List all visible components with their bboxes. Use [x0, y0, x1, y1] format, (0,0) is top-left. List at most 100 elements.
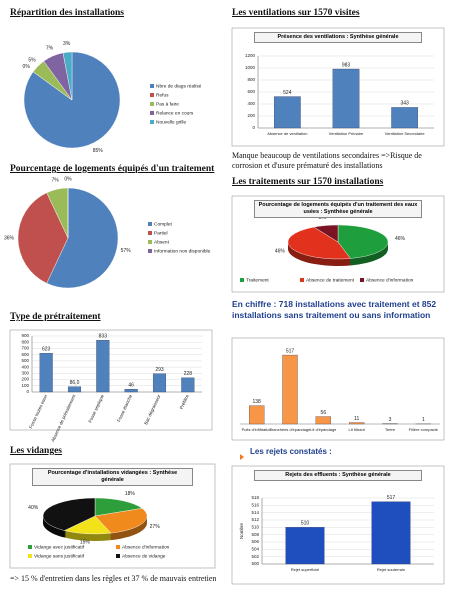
value-label: 40%	[28, 505, 39, 511]
value-label: 0%	[64, 176, 72, 182]
x-tick-label: Lit d'épandage	[310, 427, 337, 432]
y-tick-label: 900	[21, 333, 29, 338]
bar	[181, 377, 195, 393]
y-tick-label: 200	[21, 377, 29, 382]
legend-label: Partiel	[154, 230, 168, 236]
x-tick-label: Lit filtrant	[349, 427, 366, 432]
legend-label: Nouvelle grille	[156, 119, 186, 125]
legend-swatch	[150, 111, 154, 115]
legend-swatch	[150, 84, 154, 88]
y-tick-label: 1000	[245, 65, 256, 70]
legend-label: Absence d'information	[122, 544, 170, 550]
y-tick-label: 518	[251, 495, 259, 500]
legend-label: Absent	[154, 239, 170, 245]
legend-swatch	[28, 545, 32, 549]
value-label: 3%	[63, 41, 71, 47]
y-tick-label: 200	[247, 113, 255, 118]
legend-label: Absence de traitement	[306, 277, 355, 283]
y-tick-label: 800	[247, 77, 255, 82]
y-tick-label: 516	[251, 503, 259, 508]
y-tick-label: 502	[251, 554, 259, 559]
legend-swatch	[300, 278, 304, 282]
legend-swatch	[150, 93, 154, 97]
chart-frame	[231, 465, 445, 585]
bar	[152, 373, 167, 393]
value-label: 46%	[395, 236, 406, 242]
y-tick-label: 508	[251, 532, 259, 537]
value-label: 510	[301, 521, 310, 527]
y-tick-label: 0	[26, 389, 29, 394]
legend-swatch	[148, 222, 152, 226]
value-label: 623	[42, 347, 51, 353]
bar	[124, 388, 138, 393]
value-label: 524	[283, 90, 292, 96]
legend-swatch	[150, 102, 154, 106]
x-tick-label: Puits d'infiltration	[242, 427, 272, 432]
pie-slice	[94, 508, 148, 534]
bar	[96, 340, 110, 393]
section-heading: Pourcentage de logements équipés d'un tr…	[10, 164, 215, 174]
legend-swatch	[150, 120, 154, 124]
bar	[349, 422, 365, 425]
legend-label: Vidange sans justificatif	[34, 553, 85, 559]
legend-swatch	[148, 249, 152, 253]
legend-swatch	[240, 278, 244, 282]
legend-label: Refus	[156, 92, 169, 98]
bar	[67, 386, 82, 393]
x-tick-label: Absence de ventilation	[267, 131, 307, 136]
bar	[285, 527, 325, 565]
y-axis-label: Nombre	[239, 523, 244, 540]
x-tick-label: Rejet souterrain	[377, 567, 405, 572]
value-label: 0%	[23, 64, 31, 70]
bar	[371, 501, 411, 565]
y-tick-label: 500	[21, 358, 29, 363]
bullet-arrow	[240, 454, 244, 460]
legend-label: Information non disponible	[154, 248, 211, 254]
y-tick-label: 1200	[245, 53, 256, 58]
value-label: 138	[252, 399, 261, 405]
value-label: 3	[389, 417, 392, 423]
value-label: 983	[342, 62, 351, 68]
pie-slice	[42, 497, 96, 531]
x-tick-label: Ventilation Secondaire	[385, 131, 426, 136]
section-heading: Les vidanges	[10, 446, 62, 456]
value-label: 228	[184, 371, 193, 377]
value-label: 343	[400, 101, 409, 107]
y-tick-label: 504	[251, 547, 259, 552]
annotation: => 15 % d'entretien dans les règles et 3…	[10, 574, 217, 583]
y-tick-label: 512	[251, 517, 259, 522]
value-label: 27%	[150, 524, 161, 530]
legend-swatch	[148, 240, 152, 244]
legend-label: Traitement	[246, 277, 269, 283]
pie-slice	[63, 515, 112, 535]
y-tick-label: 600	[21, 352, 29, 357]
x-tick-label: Filière compacte	[409, 427, 439, 432]
y-tick-label: 506	[251, 539, 259, 544]
value-label: 85%	[93, 148, 104, 154]
legend-label: Nbre de diags réalisé	[156, 83, 202, 89]
section-heading: Les ventilations sur 1570 visites	[232, 8, 360, 18]
value-label: 11	[354, 416, 359, 422]
value-label: 57%	[121, 248, 132, 254]
value-label: 86,0	[70, 380, 80, 386]
y-tick-label: 100	[21, 383, 29, 388]
y-tick-label: 514	[251, 510, 259, 515]
chart-subtitle: Rejets des effluents : Synthèse générale	[254, 470, 422, 481]
section-heading: En chiffre : 718 installations avec trai…	[232, 299, 437, 320]
y-tick-label: 0	[252, 125, 255, 130]
value-label: 56	[321, 410, 327, 416]
legend-label: Pas à faire	[156, 101, 179, 107]
section-heading: Répartition des installations	[10, 8, 125, 18]
legend-swatch	[28, 554, 32, 558]
legend-swatch	[148, 231, 152, 235]
value-label: 833	[99, 333, 108, 339]
pie-slice	[94, 497, 143, 517]
bar	[39, 353, 53, 393]
bar	[391, 107, 419, 129]
section-heading: Les traitements sur 1570 installations	[232, 177, 384, 187]
legend-swatch	[116, 545, 120, 549]
bar	[332, 68, 360, 129]
legend-swatch	[360, 278, 364, 282]
bar	[315, 416, 331, 425]
